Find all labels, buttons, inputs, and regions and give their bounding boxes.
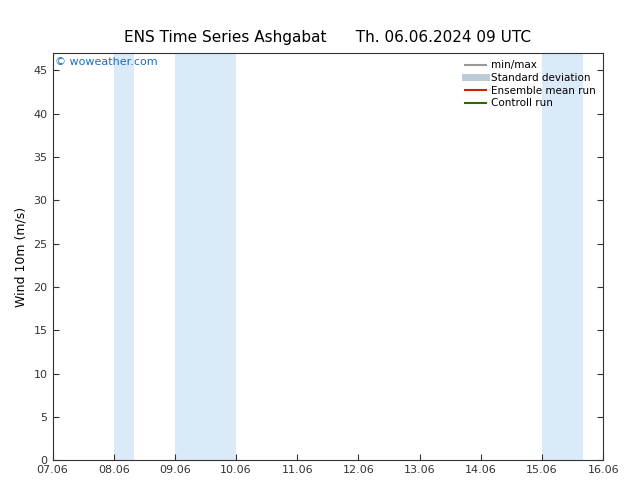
Legend: min/max, Standard deviation, Ensemble mean run, Controll run: min/max, Standard deviation, Ensemble me… — [463, 58, 598, 110]
Bar — [113, 53, 134, 460]
Title: ENS Time Series Ashgabat      Th. 06.06.2024 09 UTC: ENS Time Series Ashgabat Th. 06.06.2024 … — [124, 30, 531, 45]
Bar — [603, 53, 634, 460]
Y-axis label: Wind 10m (m/s): Wind 10m (m/s) — [15, 207, 28, 307]
Bar — [175, 53, 236, 460]
Bar — [542, 53, 583, 460]
Text: © woweather.com: © woweather.com — [55, 57, 158, 67]
